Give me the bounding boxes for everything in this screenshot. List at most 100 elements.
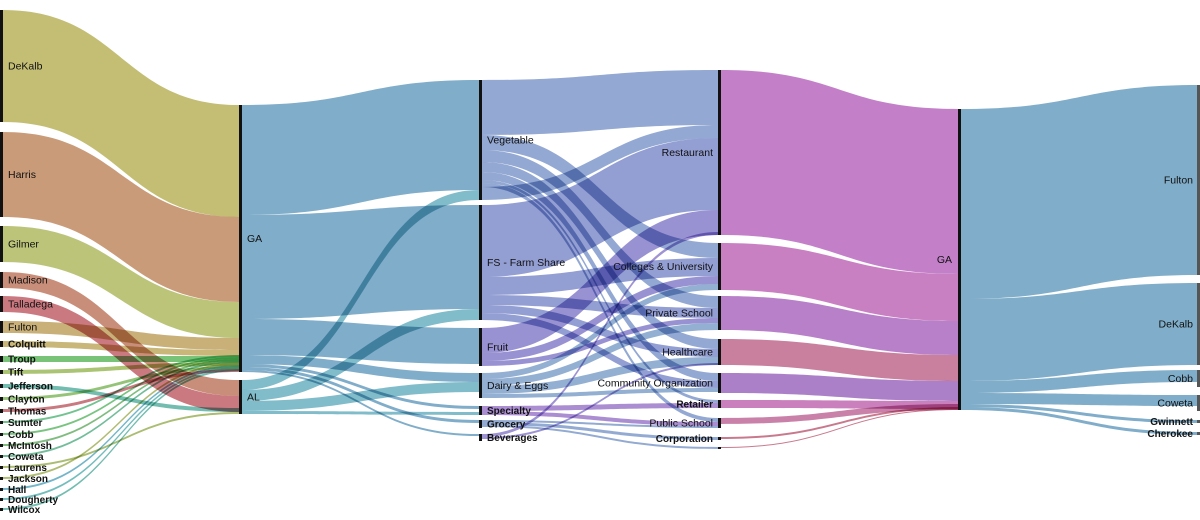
- sankey-link[interactable]: [961, 85, 1198, 299]
- sankey-node[interactable]: [0, 488, 3, 491]
- sankey-node[interactable]: [0, 409, 3, 413]
- sankey-link[interactable]: [721, 409, 958, 448]
- sankey-link[interactable]: [3, 341, 239, 356]
- sankey-link[interactable]: [482, 284, 718, 379]
- sankey-link[interactable]: [3, 321, 239, 350]
- sankey-link[interactable]: [482, 162, 718, 349]
- sankey-node[interactable]: [0, 321, 3, 333]
- sankey-link[interactable]: [721, 407, 958, 439]
- sankey-link[interactable]: [3, 384, 239, 412]
- sankey-node[interactable]: [479, 406, 482, 415]
- sankey-link[interactable]: [3, 362, 239, 374]
- sankey-node[interactable]: [718, 296, 721, 330]
- sankey-node[interactable]: [479, 205, 482, 320]
- sankey-node[interactable]: [0, 444, 3, 447]
- sankey-link[interactable]: [482, 318, 718, 366]
- sankey-link[interactable]: [482, 422, 718, 440]
- sankey-node[interactable]: [718, 243, 721, 290]
- sankey-link[interactable]: [482, 425, 718, 449]
- sankey-link[interactable]: [3, 355, 239, 423]
- sankey-link[interactable]: [242, 190, 479, 390]
- sankey-node[interactable]: [0, 370, 3, 374]
- sankey-link[interactable]: [961, 404, 1198, 423]
- sankey-node[interactable]: [0, 10, 3, 122]
- sankey-link[interactable]: [721, 404, 958, 424]
- sankey-link[interactable]: [482, 403, 718, 411]
- sankey-link[interactable]: [482, 357, 718, 394]
- sankey-link[interactable]: [242, 411, 479, 415]
- sankey-node[interactable]: [0, 356, 3, 362]
- sankey-node[interactable]: [1197, 370, 1200, 387]
- sankey-link[interactable]: [3, 10, 239, 217]
- sankey-link[interactable]: [3, 132, 239, 302]
- sankey-link[interactable]: [3, 359, 239, 446]
- sankey-node[interactable]: [0, 272, 3, 288]
- sankey-link[interactable]: [3, 357, 239, 435]
- sankey-link[interactable]: [3, 367, 239, 500]
- sankey-link[interactable]: [482, 232, 718, 437]
- sankey-node[interactable]: [0, 433, 3, 436]
- sankey-link[interactable]: [482, 125, 718, 200]
- sankey-link[interactable]: [3, 356, 239, 362]
- sankey-link[interactable]: [482, 363, 718, 439]
- sankey-node[interactable]: [1197, 85, 1200, 275]
- sankey-link[interactable]: [482, 323, 718, 386]
- sankey-node[interactable]: [0, 477, 3, 480]
- sankey-node[interactable]: [0, 466, 3, 469]
- sankey-link[interactable]: [482, 210, 718, 353]
- sankey-node[interactable]: [718, 447, 721, 449]
- sankey-node[interactable]: [0, 397, 3, 401]
- sankey-node[interactable]: [479, 434, 482, 441]
- sankey-link[interactable]: [482, 388, 718, 398]
- sankey-link[interactable]: [482, 70, 718, 135]
- sankey-node[interactable]: [0, 341, 3, 347]
- sankey-node[interactable]: [1197, 283, 1200, 365]
- sankey-link[interactable]: [3, 226, 239, 338]
- sankey-link[interactable]: [961, 393, 1198, 406]
- sankey-link[interactable]: [3, 369, 239, 510]
- sankey-node[interactable]: [718, 437, 721, 440]
- sankey-link[interactable]: [242, 370, 479, 436]
- sankey-node[interactable]: [479, 328, 482, 366]
- sankey-node[interactable]: [0, 296, 3, 312]
- sankey-link[interactable]: [242, 205, 479, 319]
- sankey-node[interactable]: [479, 373, 482, 398]
- sankey-link[interactable]: [961, 283, 1198, 381]
- sankey-node[interactable]: [1197, 420, 1200, 423]
- sankey-link[interactable]: [242, 364, 479, 409]
- sankey-node[interactable]: [0, 421, 3, 424]
- sankey-link[interactable]: [482, 276, 718, 361]
- sankey-node[interactable]: [239, 105, 242, 372]
- sankey-node[interactable]: [0, 384, 3, 388]
- sankey-node[interactable]: [718, 339, 721, 365]
- sankey-link[interactable]: [242, 309, 479, 401]
- sankey-link[interactable]: [3, 365, 239, 490]
- sankey-link[interactable]: [242, 382, 479, 411]
- sankey-node[interactable]: [718, 400, 721, 408]
- sankey-node[interactable]: [718, 418, 721, 428]
- sankey-node[interactable]: [0, 226, 3, 262]
- sankey-link[interactable]: [721, 296, 958, 355]
- sankey-node[interactable]: [0, 498, 3, 501]
- sankey-link[interactable]: [482, 313, 718, 388]
- sankey-link[interactable]: [961, 370, 1198, 393]
- sankey-link[interactable]: [3, 366, 239, 400]
- sankey-node[interactable]: [0, 455, 3, 458]
- sankey-node[interactable]: [1197, 395, 1200, 411]
- sankey-link[interactable]: [961, 407, 1198, 435]
- sankey-node[interactable]: [0, 132, 3, 217]
- sankey-link[interactable]: [721, 339, 958, 381]
- sankey-link[interactable]: [242, 319, 479, 364]
- sankey-node[interactable]: [0, 508, 3, 511]
- sankey-link[interactable]: [3, 296, 239, 412]
- sankey-link[interactable]: [3, 363, 239, 479]
- sankey-node[interactable]: [718, 373, 721, 393]
- sankey-link[interactable]: [721, 70, 958, 274]
- sankey-link[interactable]: [482, 295, 718, 318]
- sankey-link[interactable]: [482, 138, 718, 277]
- sankey-link[interactable]: [3, 369, 239, 412]
- sankey-node[interactable]: [239, 380, 242, 414]
- sankey-node[interactable]: [1197, 432, 1200, 435]
- sankey-link[interactable]: [721, 243, 958, 321]
- sankey-node[interactable]: [718, 70, 721, 235]
